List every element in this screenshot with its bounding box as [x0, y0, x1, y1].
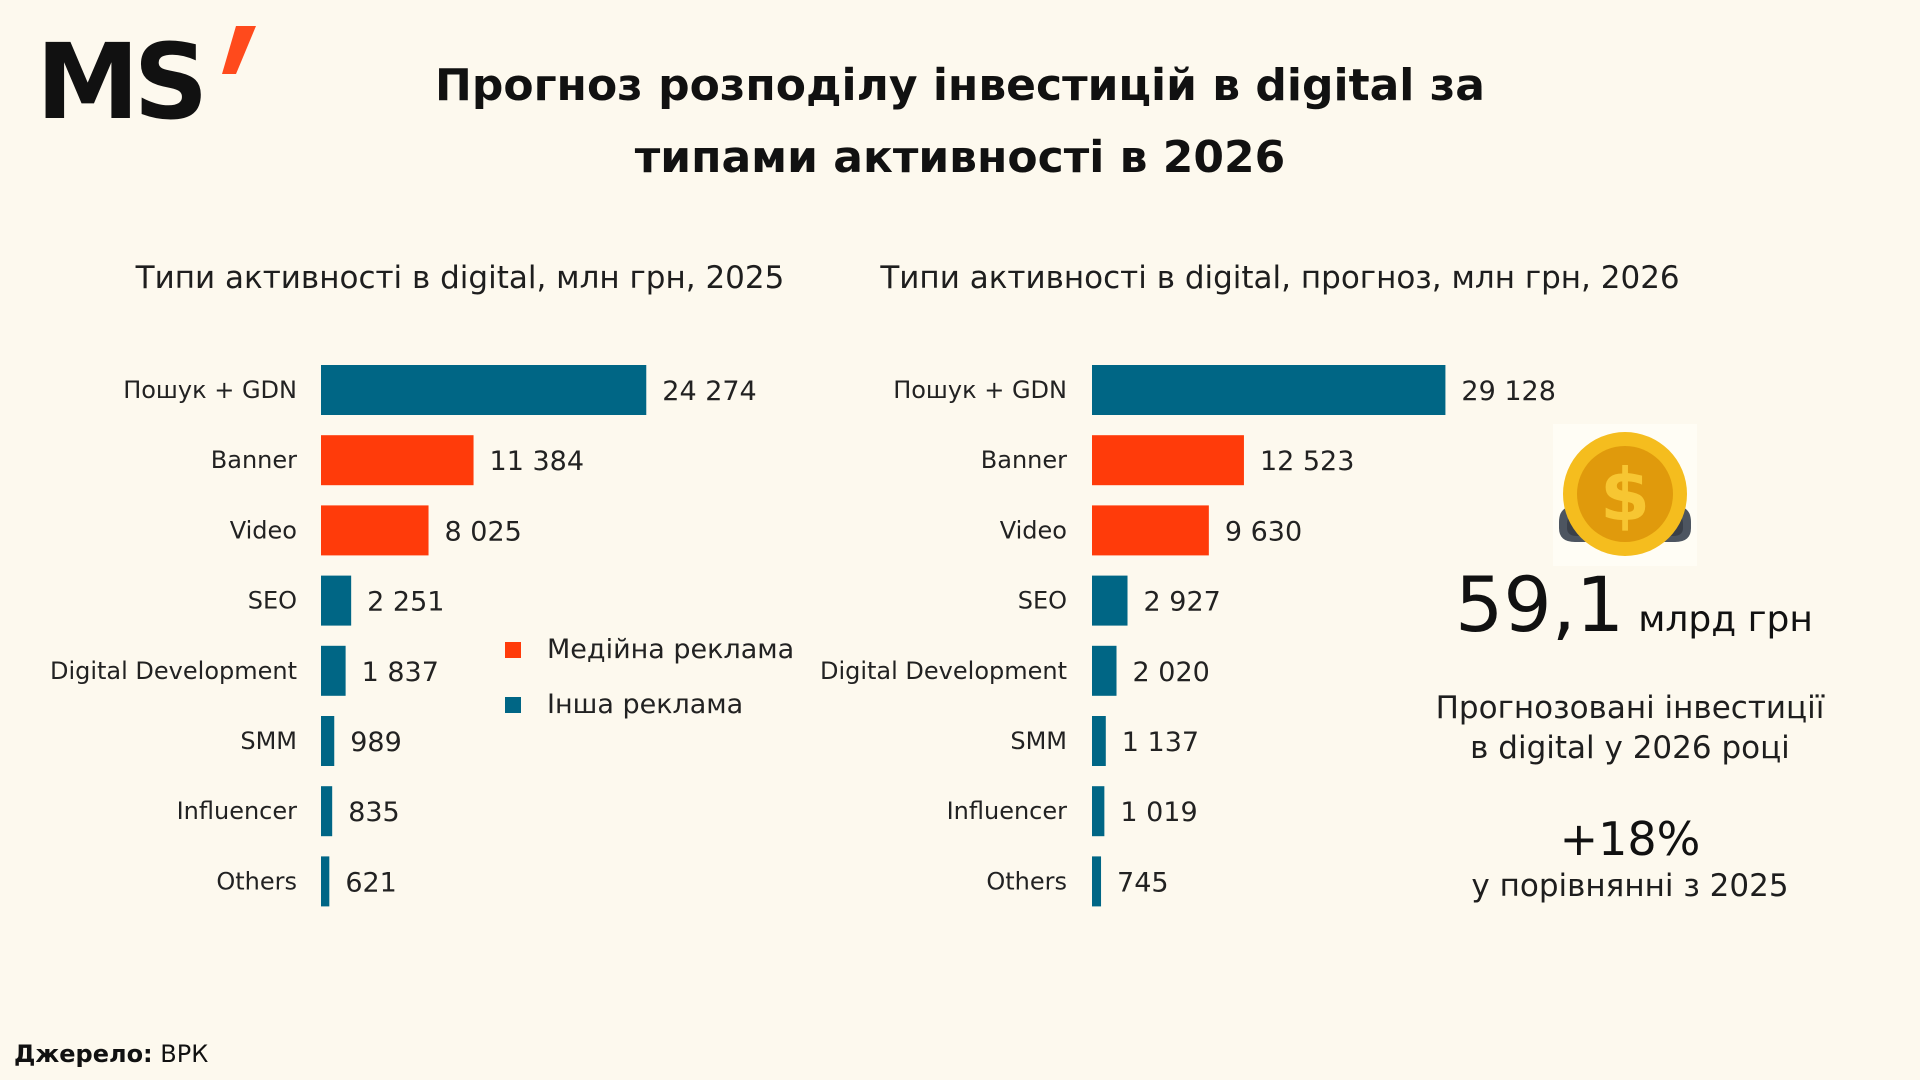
value-label-smm: 989: [350, 727, 402, 758]
category-label-video: Video: [230, 516, 297, 544]
value-label-gdn: 29 128: [1461, 376, 1555, 407]
category-label-gdn: Пошук + GDN: [893, 376, 1067, 404]
forecast-total: 59,1 млрд грн: [1455, 560, 1815, 649]
value-label-video: 8 025: [445, 516, 522, 547]
legend-label-other: Інша реклама: [547, 689, 744, 720]
forecast-description: Прогнозовані інвестиції в digital у 2026…: [1435, 690, 1825, 766]
logo-accent-mark: [222, 26, 256, 74]
svg-text:$: $: [1600, 453, 1650, 537]
growth-caption: у порівнянні з 2025: [1471, 868, 1789, 904]
category-label-others: Others: [986, 867, 1067, 895]
category-label-video: Video: [1000, 516, 1067, 544]
growth-value: +18%: [1559, 812, 1701, 866]
category-label-seo: SEO: [248, 587, 297, 615]
bar-video: [1092, 505, 1209, 556]
value-label-banner: 11 384: [490, 446, 584, 477]
legend-item-media: Медійна реклама: [505, 622, 794, 677]
legend: Медійна реклама Інша реклама: [505, 622, 794, 732]
bar-gdn: [1092, 365, 1446, 415]
category-label-smm: SMM: [240, 727, 297, 755]
category-label-others: Others: [216, 867, 297, 895]
category-label-digital-development: Digital Development: [50, 657, 297, 685]
value-label-banner: 12 523: [1260, 446, 1354, 477]
category-label-smm: SMM: [1010, 727, 1067, 755]
forecast-total-unit: млрд грн: [1638, 599, 1813, 640]
bar-digital-development: [1092, 645, 1117, 696]
category-label-seo: SEO: [1018, 587, 1067, 615]
value-label-influencer: 1 019: [1120, 797, 1197, 828]
category-label-gdn: Пошук + GDN: [123, 376, 297, 404]
value-label-seo: 2 251: [367, 587, 444, 618]
chart-2025: Пошук + GDN 24 274 Banner 11 384 Video 8 025 S…: [50, 365, 757, 907]
chart-2025-title: Типи активності в digital, млн грн, 2025: [135, 260, 785, 296]
legend-item-other: Інша реклама: [505, 677, 794, 732]
chart-2026: Пошук + GDN 29 128 Banner 12 523 Video 9 630 S…: [820, 365, 1556, 907]
bar-banner: [321, 435, 474, 486]
category-label-banner: Banner: [981, 446, 1067, 474]
bar-influencer: [321, 786, 333, 837]
category-label-digital-development: Digital Development: [820, 657, 1067, 685]
forecast-total-value: 59,1: [1455, 560, 1625, 649]
bar-video: [321, 505, 429, 556]
value-label-seo: 2 927: [1144, 587, 1221, 618]
value-label-smm: 1 137: [1122, 727, 1199, 758]
value-label-video: 9 630: [1225, 516, 1302, 547]
value-label-digital-development: 2 020: [1133, 657, 1210, 688]
legend-swatch-media: [505, 641, 521, 658]
value-label-influencer: 835: [348, 797, 400, 828]
bar-seo: [1092, 575, 1128, 626]
bar-seo: [321, 575, 352, 626]
page-title-line2: типами активності в 2026: [634, 132, 1286, 183]
bar-smm: [1092, 716, 1106, 766]
category-label-banner: Banner: [211, 446, 297, 474]
bar-gdn: [321, 365, 647, 415]
page-title: Прогноз розподілу інвестицій в digital з…: [300, 50, 1620, 194]
value-label-others: 621: [345, 867, 397, 898]
coin-icon: $: [1553, 424, 1697, 566]
bar-influencer: [1092, 786, 1105, 837]
legend-swatch-other: [505, 696, 521, 713]
page-title-line1: Прогноз розподілу інвестицій в digital з…: [435, 60, 1485, 111]
bar-others: [1092, 856, 1102, 907]
bar-smm: [321, 716, 335, 766]
bar-banner: [1092, 435, 1244, 486]
category-label-influencer: Influencer: [947, 797, 1068, 825]
bar-others: [321, 856, 330, 907]
source-note: Джерело: ВРК: [14, 1040, 208, 1068]
category-label-influencer: Influencer: [177, 797, 298, 825]
value-label-others: 745: [1117, 867, 1169, 898]
chart-2026-title: Типи активності в digital, прогноз, млн …: [880, 260, 1680, 296]
bar-digital-development: [321, 645, 346, 696]
source-label: Джерело:: [14, 1040, 153, 1068]
value-label-digital-development: 1 837: [362, 657, 439, 688]
logo-text: MS: [36, 24, 202, 124]
legend-label-media: Медійна реклама: [547, 634, 795, 665]
value-label-gdn: 24 274: [662, 376, 756, 407]
source-value: ВРК: [160, 1040, 209, 1068]
ms-logo: MS: [36, 24, 256, 124]
